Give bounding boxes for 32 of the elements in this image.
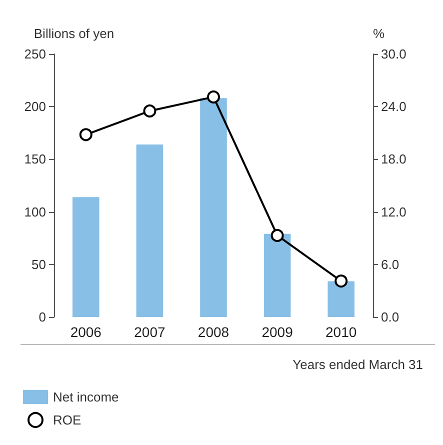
bar xyxy=(328,281,354,317)
y2-tick-label: 0.0 xyxy=(381,310,400,324)
point xyxy=(270,228,284,242)
y-tick-label: 0 xyxy=(38,310,46,324)
point xyxy=(207,90,220,104)
y2-axis-title: % xyxy=(373,26,385,41)
point xyxy=(334,274,348,288)
y-tick-label: 250 xyxy=(24,46,46,62)
bar xyxy=(200,98,227,317)
point xyxy=(79,128,92,142)
legend-label: ROE xyxy=(53,412,82,428)
y-tick-label: 100 xyxy=(24,204,46,220)
y2-tick-label: 18.0 xyxy=(381,152,406,167)
x-tick-label: 2010 xyxy=(326,324,357,340)
x-tick-label: 2009 xyxy=(262,324,294,340)
y2-tick-label: 6.0 xyxy=(381,256,400,272)
y-tick-label: 150 xyxy=(24,152,46,167)
y2-tick-label: 24.0 xyxy=(381,99,406,114)
legend-label: Net income xyxy=(53,390,119,404)
y-axis-title: Billions of yen xyxy=(34,26,114,41)
bar xyxy=(136,144,164,317)
x-tick-label: 2007 xyxy=(134,324,166,340)
bar xyxy=(72,197,100,317)
y-tick-label: 200 xyxy=(24,99,46,114)
y-tick-label: 50 xyxy=(32,256,46,272)
point xyxy=(143,104,156,118)
x-tick-label: 2006 xyxy=(70,324,102,340)
y2-tick-label: 12.0 xyxy=(381,204,406,220)
y2-tick-label: 30.0 xyxy=(381,46,406,62)
text: Years ended March 31 xyxy=(292,357,424,372)
bar xyxy=(264,234,291,317)
x-tick-label: 2008 xyxy=(198,324,230,340)
